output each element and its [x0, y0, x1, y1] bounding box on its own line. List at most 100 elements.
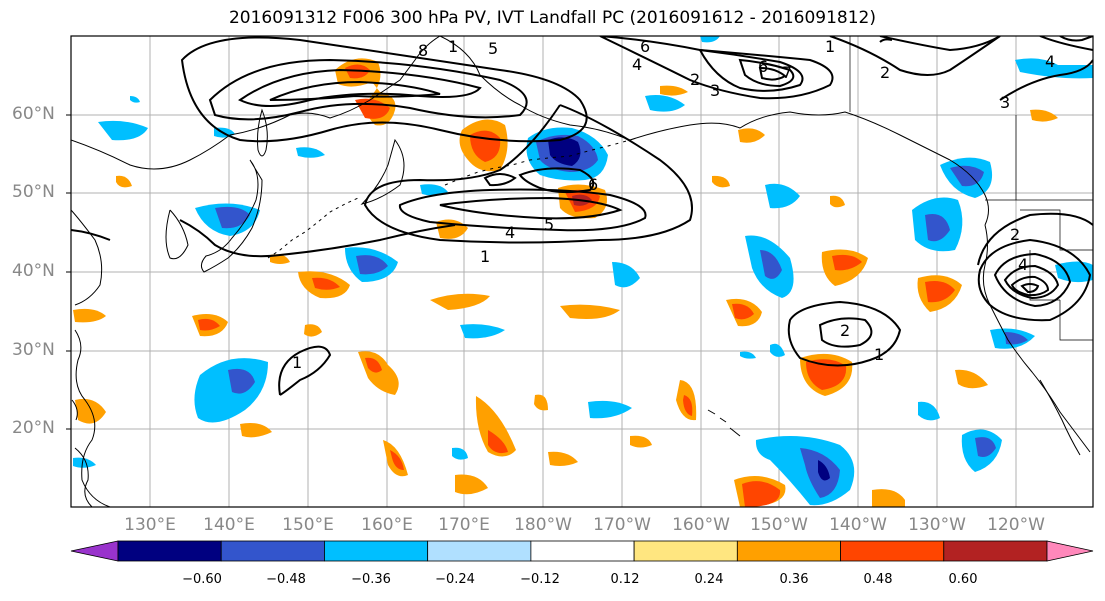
lat-label: 50°N	[12, 182, 55, 202]
contour-line	[758, 66, 787, 81]
axis-ticks	[66, 114, 71, 430]
asia-coastline	[71, 36, 111, 507]
contour-line	[977, 212, 1093, 266]
pv-positive-patch	[660, 85, 688, 96]
pv-negative-core	[215, 206, 250, 229]
pv-positive-core	[925, 281, 955, 303]
lon-label: 160°E	[361, 515, 413, 535]
pv-positive-core	[488, 430, 508, 454]
pv-negative-core	[760, 250, 782, 279]
contour-line	[787, 300, 902, 367]
lon-label: 170°W	[593, 515, 651, 535]
colorbar-tick-label: 0.60	[948, 572, 978, 587]
lon-label: 170°E	[438, 515, 490, 535]
lon-label: 150°W	[750, 515, 808, 535]
pv-positive-patch	[1030, 109, 1058, 122]
pv-positive-patch	[73, 308, 106, 323]
japan-coastline	[200, 159, 263, 273]
pv-negative-patch	[612, 262, 640, 288]
pv-negative-patch	[73, 457, 96, 468]
contour-line	[398, 188, 647, 232]
contour-label: 4	[1018, 255, 1028, 274]
contour-line	[879, 36, 1001, 52]
pv-negative-core	[925, 214, 950, 242]
sakhalin-coastline	[257, 108, 268, 157]
pv-positive-patch	[955, 369, 988, 389]
contour-line	[1010, 275, 1050, 297]
contour-label: 4	[632, 55, 642, 74]
contour-label: 1	[292, 353, 302, 372]
pv-negative-core	[228, 368, 255, 394]
contour-label: 2	[840, 321, 850, 340]
lat-label: 40°N	[12, 261, 55, 281]
colorbar-tick-label: 0.24	[694, 572, 724, 587]
pv-positive-core	[806, 359, 847, 390]
colorbar-segment	[943, 540, 1048, 562]
pv-negative-patch	[420, 184, 448, 196]
colorbar-extend-min	[70, 540, 119, 562]
pv-positive-core	[732, 303, 754, 320]
contour-line	[699, 49, 804, 92]
contour-label: 4	[505, 223, 515, 242]
contour-label: 1	[448, 37, 458, 56]
contour-labels: 8 5 6 4 2 3 1 6 7 1 2 3 6 4 4 5 1 1 2 1 …	[292, 37, 1055, 372]
pv-positive-patch	[872, 489, 905, 507]
pv-negative-patch	[770, 343, 785, 357]
colorbar-tick-label: −0.12	[520, 572, 560, 587]
contour-line	[483, 173, 517, 187]
pv-negative-patch	[588, 400, 632, 419]
pv-negative-core	[1005, 332, 1028, 345]
baja-coastline	[1039, 379, 1081, 456]
pv-negative-patch	[460, 324, 505, 339]
contour-line	[818, 317, 873, 348]
pv-positive-core	[365, 357, 382, 373]
colorbar-segment	[840, 540, 945, 562]
contour-line	[999, 59, 1093, 101]
contour-label: 4	[1045, 52, 1055, 71]
contour-line	[977, 238, 1092, 322]
contour-line	[179, 219, 456, 258]
colorbar-tick-label: −0.60	[182, 572, 222, 587]
contour-label: 7	[782, 63, 792, 82]
pv-positive-core	[198, 318, 220, 331]
contour-line	[439, 196, 623, 220]
lat-label: 20°N	[12, 418, 55, 438]
contour-line	[993, 252, 1072, 308]
kurils-chain	[267, 197, 359, 259]
pv-negative-patch	[765, 183, 800, 209]
pv-positive-patch	[304, 324, 322, 337]
pv-negative-patch	[740, 351, 756, 359]
contour-line	[1020, 283, 1040, 294]
contour-label: 1	[825, 37, 835, 56]
colorbar-segment	[427, 540, 532, 562]
pv-positive-core	[312, 277, 340, 290]
colorbar-segment	[530, 540, 635, 562]
contour-line	[269, 80, 441, 101]
pv-positive-core	[683, 395, 693, 416]
pv-positive-core	[832, 254, 862, 271]
colorbar-tick-label: −0.48	[266, 572, 306, 587]
pv-positive-patch	[430, 293, 490, 310]
contour-line	[829, 36, 1001, 76]
contour-line	[518, 167, 595, 194]
contour-label: 3	[1000, 93, 1010, 112]
ivt-contours	[71, 36, 1093, 396]
pv-negative-patch	[98, 120, 148, 141]
alaska-coastline	[439, 36, 989, 226]
lon-label: 160°W	[672, 515, 730, 535]
lat-label: 60°N	[12, 104, 55, 124]
pv-positive-patch	[270, 254, 290, 264]
pv-negative-core	[975, 437, 996, 457]
pv-negative-core	[356, 255, 388, 275]
philippines-coastline	[74, 447, 93, 507]
pv-negative-patch	[296, 147, 325, 158]
colorbar-extend-max	[1046, 540, 1094, 562]
pv-negative-patch	[130, 96, 140, 103]
colorbar	[70, 540, 1094, 562]
pv-positive-patch	[240, 423, 272, 438]
pv-negative-patch	[452, 447, 468, 460]
contour-label: 6	[758, 57, 768, 76]
contour-line	[208, 58, 528, 121]
contour-line	[1059, 36, 1093, 42]
pv-positive-core	[742, 481, 781, 507]
